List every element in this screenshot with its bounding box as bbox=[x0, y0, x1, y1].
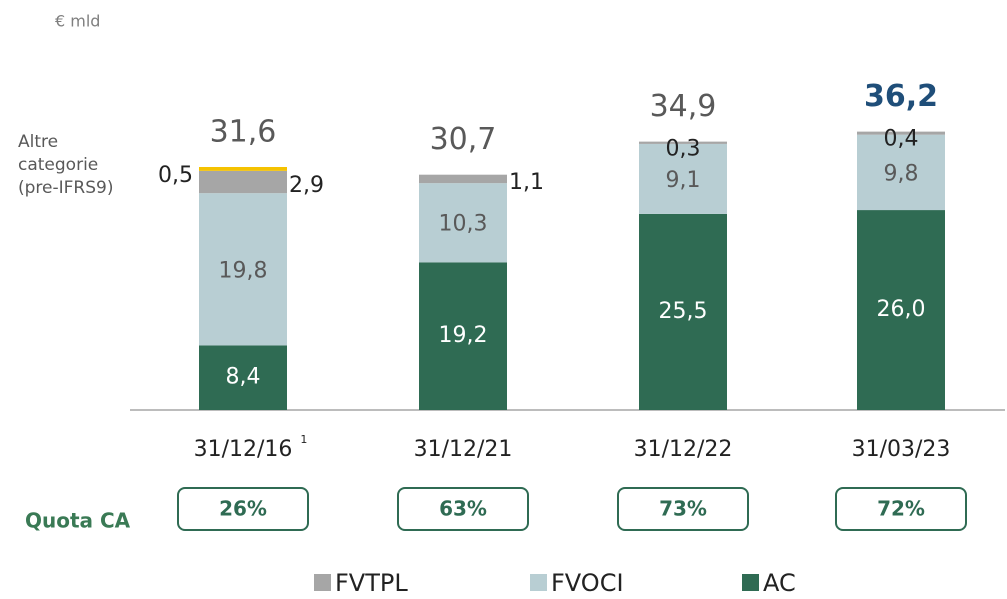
bar-segment bbox=[857, 131, 945, 135]
total-label: 31,6 bbox=[210, 114, 277, 149]
quota-box bbox=[177, 487, 309, 531]
x-tick-label: 31/12/16 bbox=[194, 437, 293, 462]
quota-box bbox=[397, 487, 529, 531]
total-label: 30,7 bbox=[430, 122, 497, 157]
other-annotation: (pre-IFRS9) bbox=[18, 178, 113, 198]
quota-value: 26% bbox=[219, 497, 267, 521]
bar-segment bbox=[857, 134, 945, 211]
segment-label: 8,4 bbox=[226, 365, 261, 390]
legend-label: FVTPL bbox=[335, 569, 408, 597]
legend-swatch bbox=[530, 574, 547, 591]
bar-segment bbox=[199, 193, 287, 346]
segment-label: 9,8 bbox=[884, 161, 919, 186]
bar-segment bbox=[419, 262, 507, 410]
bar-segment bbox=[199, 170, 287, 194]
bar-segment bbox=[199, 345, 287, 410]
bar-segment bbox=[857, 210, 945, 410]
legend-label: FVOCI bbox=[551, 569, 624, 597]
legend-swatch bbox=[314, 574, 331, 591]
segment-label: 0,3 bbox=[666, 137, 701, 162]
legend-swatch bbox=[742, 574, 759, 591]
segment-label: 19,2 bbox=[439, 323, 488, 348]
x-tick-label: 31/12/22 bbox=[634, 437, 733, 462]
footnote-mark: 1 bbox=[300, 433, 307, 446]
legend-label: AC bbox=[763, 569, 796, 597]
unit-label: € mld bbox=[55, 12, 100, 31]
quota-value: 73% bbox=[659, 497, 707, 521]
total-label: 36,2 bbox=[864, 79, 938, 114]
other-annotation: Altre bbox=[18, 132, 58, 152]
bar-segment bbox=[419, 183, 507, 263]
segment-label: 19,8 bbox=[219, 258, 268, 283]
quota-box bbox=[617, 487, 749, 531]
quota-box bbox=[835, 487, 967, 531]
segment-label: 0,4 bbox=[884, 127, 919, 152]
x-tick-label: 31/12/21 bbox=[414, 437, 513, 462]
segment-label: 0,5 bbox=[158, 163, 193, 188]
quota-title: Quota CA bbox=[25, 509, 131, 533]
other-annotation: categorie bbox=[18, 155, 98, 175]
bar-segment bbox=[199, 166, 287, 171]
segment-label: 26,0 bbox=[877, 297, 926, 322]
segment-label: 2,9 bbox=[289, 173, 324, 198]
bar-segment bbox=[419, 174, 507, 184]
quota-value: 63% bbox=[439, 497, 487, 521]
bar-segment bbox=[639, 143, 727, 214]
x-tick-label: 31/03/23 bbox=[852, 437, 951, 462]
total-label: 34,9 bbox=[650, 89, 717, 124]
segment-label: 10,3 bbox=[439, 212, 488, 237]
bar-segment bbox=[639, 141, 727, 144]
segment-label: 1,1 bbox=[509, 170, 544, 195]
segment-label: 9,1 bbox=[666, 168, 701, 193]
quota-value: 72% bbox=[877, 497, 925, 521]
bar-segment bbox=[639, 213, 727, 410]
segment-label: 25,5 bbox=[659, 299, 708, 324]
